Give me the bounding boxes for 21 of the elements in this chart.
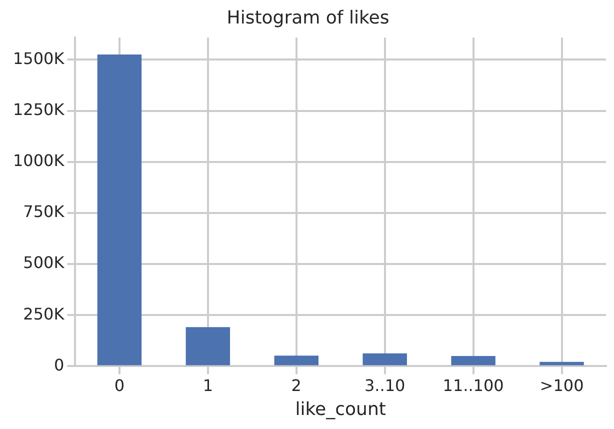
y-tick-label: 750K: [23, 202, 65, 222]
y-tick-label: 500K: [23, 253, 65, 272]
bar: [540, 362, 584, 366]
bar: [274, 356, 318, 366]
bar: [451, 356, 496, 366]
chart-title: Histogram of likes: [226, 7, 390, 28]
bar: [97, 54, 142, 366]
x-tick-label: 1: [202, 376, 213, 395]
y-tick-label: 250K: [23, 304, 65, 324]
bar: [362, 353, 407, 366]
x-tick-label: 0: [114, 376, 125, 395]
x-tick-label: 3..10: [364, 376, 406, 395]
x-axis-title: like_count: [295, 398, 386, 420]
bar: [186, 327, 230, 366]
y-tick-label: 1000K: [12, 151, 65, 170]
y-tick-label: 0: [54, 355, 64, 374]
y-tick-label: 1500K: [12, 48, 65, 68]
x-tick-label: 2: [291, 376, 302, 395]
x-tick-label: 11..100: [442, 376, 504, 395]
y-tick-label: 1250K: [12, 100, 65, 119]
x-tick-label: >100: [540, 376, 584, 395]
